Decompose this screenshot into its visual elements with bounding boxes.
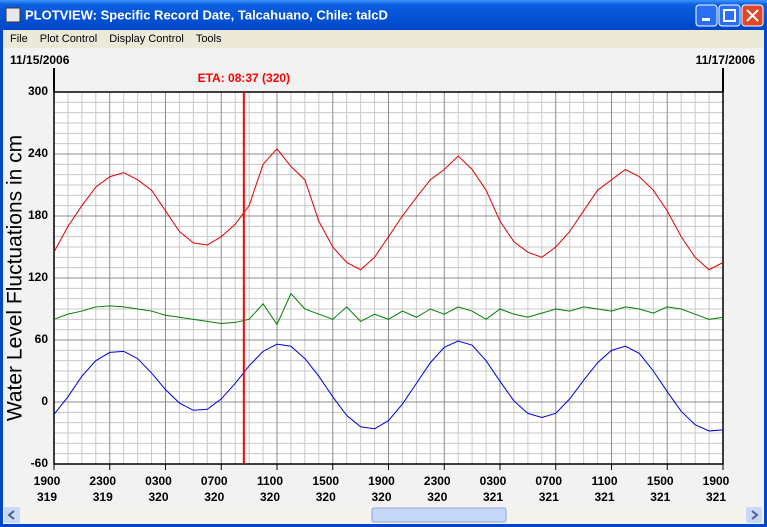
x-tick-day: 321: [539, 490, 559, 504]
close-icon: [746, 9, 759, 22]
y-tick-label: 180: [28, 208, 48, 222]
minimize-button[interactable]: [695, 4, 718, 27]
start-date: 11/15/2006: [10, 53, 70, 67]
menu-bar: [3, 30, 764, 48]
x-tick-label: 2300: [89, 474, 116, 488]
x-tick-day: 321: [594, 490, 614, 504]
x-tick-label: 0300: [145, 474, 172, 488]
x-tick-day: 320: [148, 490, 168, 504]
arrow-left: [7, 510, 15, 520]
title-bar: [0, 0, 767, 30]
maximize-icon: [723, 9, 736, 22]
x-tick-day: 321: [706, 490, 726, 504]
x-tick-day: 319: [93, 490, 113, 504]
x-tick-label: 1100: [257, 474, 283, 488]
y-axis-label: Water Level Fluctuations in cm: [4, 135, 27, 421]
eta-label: ETA: 08:37 (320): [198, 71, 290, 85]
x-tick-day: 319: [37, 490, 57, 504]
scroll-thumb[interactable]: [371, 507, 507, 523]
end-date: 11/17/2006: [696, 53, 756, 67]
maximize-button[interactable]: [718, 4, 741, 27]
menu-item[interactable]: Plot Control: [40, 33, 97, 45]
x-tick-day: 320: [427, 490, 447, 504]
x-tick-label: 1500: [647, 474, 674, 488]
scroll-right[interactable]: [746, 507, 762, 523]
menu-item[interactable]: Tools: [196, 33, 222, 45]
x-tick-day: 320: [260, 490, 280, 504]
x-tick-label: 1900: [703, 474, 730, 488]
y-tick-label: -60: [31, 456, 49, 470]
menu-item[interactable]: File: [10, 33, 28, 45]
x-tick-label: 0300: [480, 474, 507, 488]
x-tick-day: 320: [371, 490, 391, 504]
y-tick-label: 0: [41, 394, 48, 408]
x-tick-label: 0700: [201, 474, 228, 488]
plot-frame: [53, 91, 724, 465]
app-icon: [5, 7, 21, 23]
x-tick-label: 1900: [368, 474, 395, 488]
y-tick-label: 300: [28, 84, 48, 98]
series-line: [53, 340, 724, 432]
series-line: [53, 292, 724, 326]
x-tick-day: 320: [316, 490, 336, 504]
x-tick-label: 1900: [34, 474, 61, 488]
arrow-right: [751, 510, 759, 520]
x-tick-label: 1500: [312, 474, 339, 488]
series-line: [53, 148, 724, 271]
x-tick-label: 2300: [424, 474, 451, 488]
y-tick-label: 240: [28, 146, 48, 160]
x-tick-day: 320: [204, 490, 224, 504]
x-tick-label: 1100: [591, 474, 617, 488]
scroll-left[interactable]: [4, 507, 20, 523]
x-tick-day: 321: [483, 490, 503, 504]
minimize-icon: [702, 18, 710, 21]
x-tick-label: 0700: [535, 474, 562, 488]
y-tick-label: 60: [35, 332, 49, 346]
menu: File Plot Control Display Control Tools: [10, 33, 222, 45]
menu-item[interactable]: Display Control: [109, 33, 184, 45]
x-tick-day: 321: [650, 490, 670, 504]
window-title: PLOTVIEW: Specific Record Date, Talcahua…: [25, 7, 388, 22]
y-tick-label: 120: [28, 270, 48, 284]
chart: -60 0 60 120 180 240 300 1900 319 2300 319 0300 320 0…: [4, 53, 756, 504]
